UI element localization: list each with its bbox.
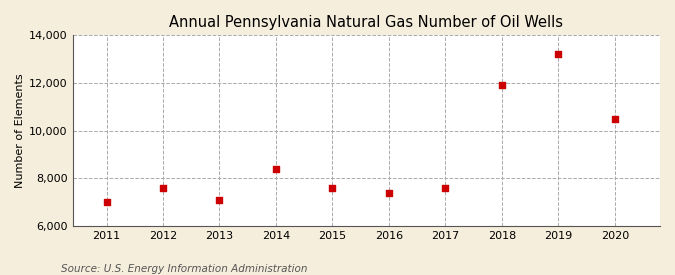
Point bbox=[497, 83, 508, 87]
Title: Annual Pennsylvania Natural Gas Number of Oil Wells: Annual Pennsylvania Natural Gas Number o… bbox=[169, 15, 564, 30]
Point bbox=[383, 190, 394, 195]
Point bbox=[610, 117, 620, 121]
Text: Source: U.S. Energy Information Administration: Source: U.S. Energy Information Administ… bbox=[61, 264, 307, 274]
Point bbox=[158, 186, 169, 190]
Point bbox=[271, 167, 281, 171]
Y-axis label: Number of Elements: Number of Elements bbox=[15, 73, 25, 188]
Point bbox=[553, 52, 564, 57]
Point bbox=[101, 200, 112, 204]
Point bbox=[214, 197, 225, 202]
Point bbox=[440, 186, 451, 190]
Point bbox=[327, 186, 338, 190]
